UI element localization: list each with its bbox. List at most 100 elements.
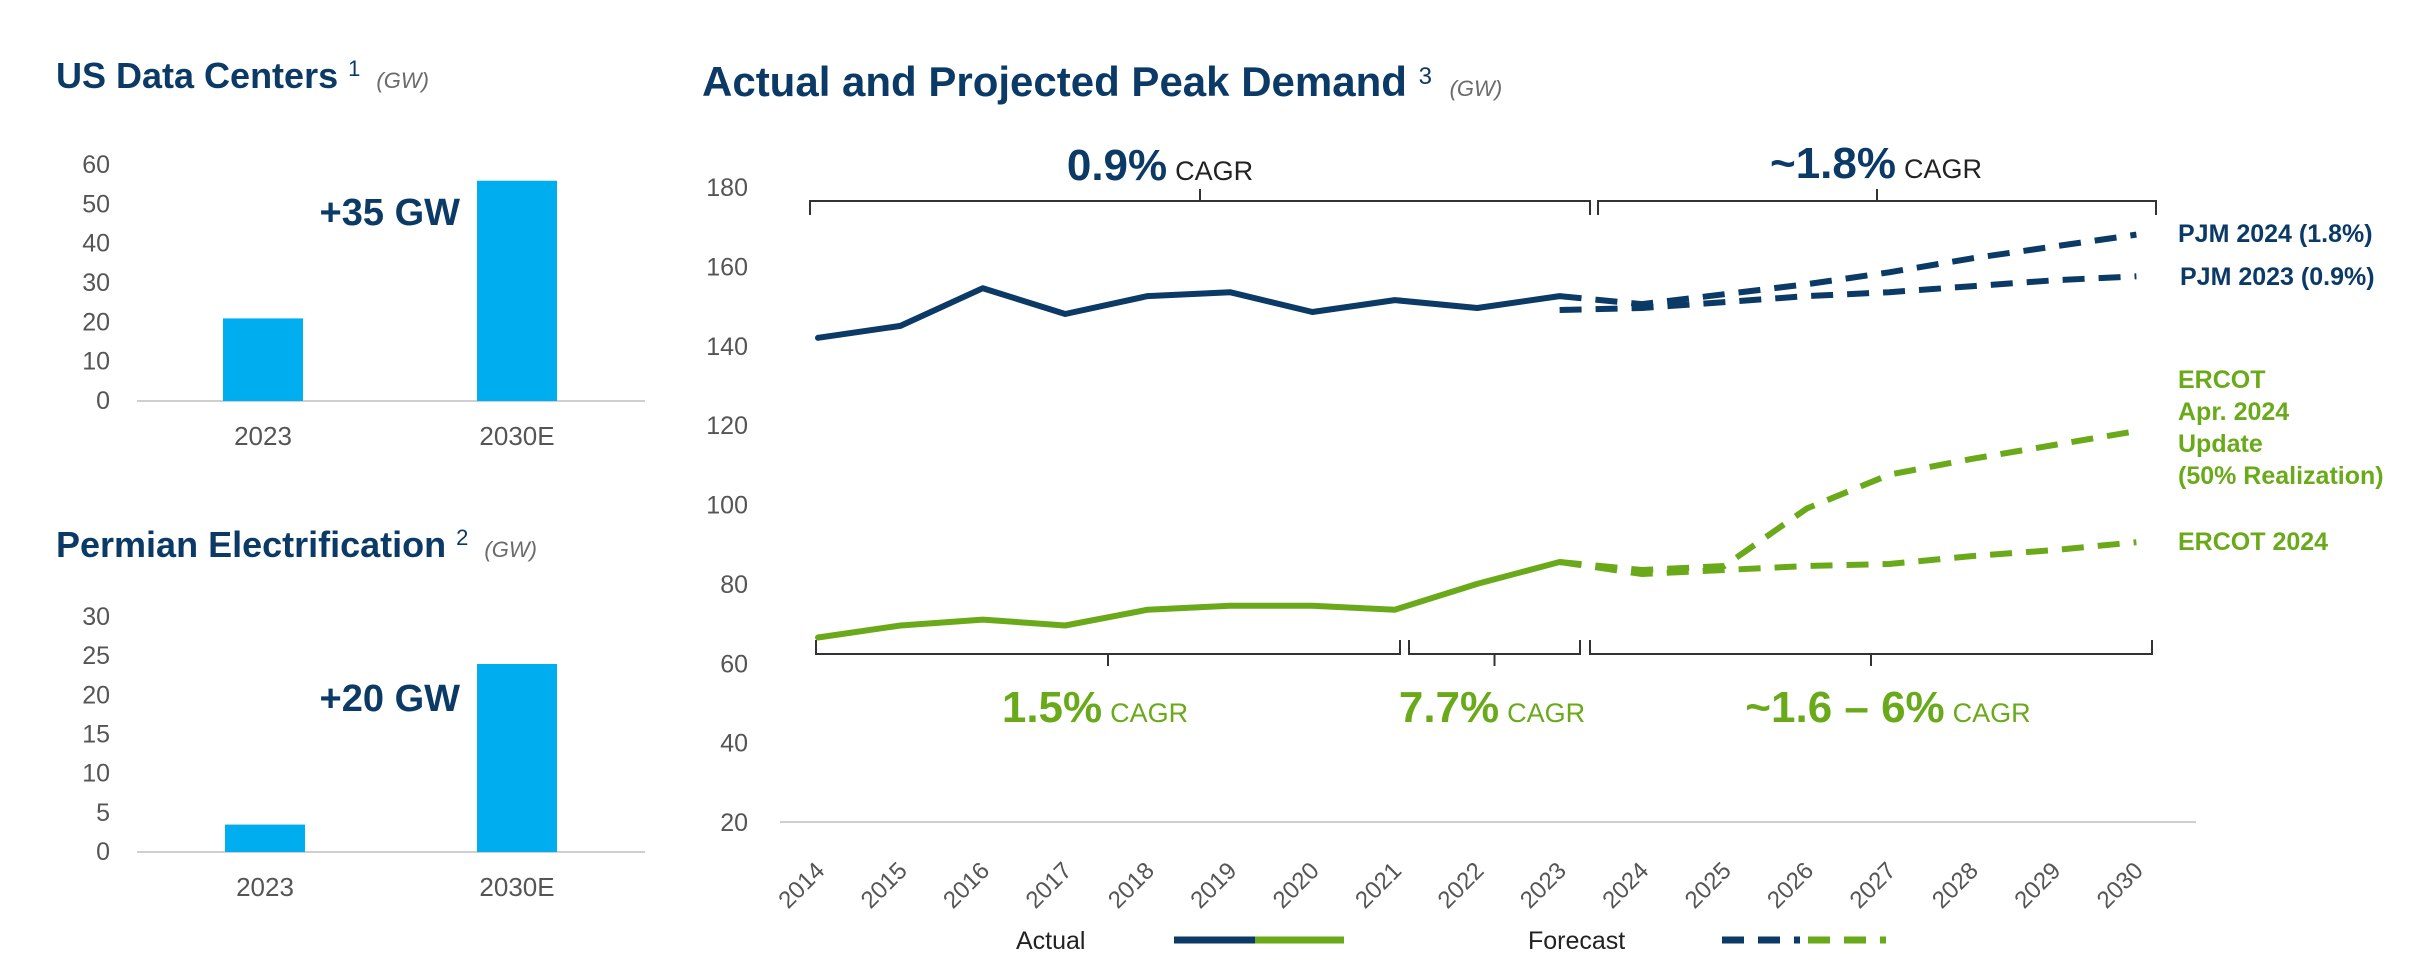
cagr-text: CAGR [1507, 698, 1585, 728]
legend-actual-label: Actual [1016, 927, 1085, 955]
x-tick-label: 2025 [1680, 857, 1737, 914]
series-label: PJM 2023 (0.9%) [2180, 263, 2375, 291]
x-tick-label: 2022 [1433, 857, 1490, 914]
y-tick-label: 0 [96, 387, 110, 415]
y-tick-label: 15 [82, 721, 110, 749]
x-tick-label: 2029 [2009, 857, 2066, 914]
series-line-4 [1559, 428, 2137, 573]
cagr-value: ~1.6 – 6% [1745, 683, 1944, 732]
series-label: Update [2178, 430, 2263, 458]
x-tick-label: 2026 [1762, 857, 1819, 914]
y-tick-label: 25 [82, 642, 110, 670]
series-line-1 [1559, 231, 2137, 308]
svg-text:Actual and Projected Peak Dema: Actual and Projected Peak Demand 3 (GW) [702, 46, 1502, 105]
series-label: ERCOT 2024 [2178, 528, 2328, 556]
cagr-value: ~1.8% [1770, 139, 1896, 188]
y-tick-label: 120 [706, 412, 748, 440]
cagr-value: 0.9% [1067, 141, 1167, 190]
us-data-centers-y-ticks: 0 10 20 30 40 50 60 [82, 151, 110, 415]
y-tick-label: 80 [720, 571, 748, 599]
permian-unit: (GW) [484, 537, 537, 562]
x-tick-label: 2030E [479, 872, 554, 902]
x-tick-label: 2021 [1350, 857, 1407, 914]
series-line-3 [815, 559, 1563, 641]
svg-text:US Data Centers 1: US Data Centers 1 (GW) [56, 43, 429, 96]
cagr-label: ~1.8% CAGR [1770, 139, 1982, 188]
series-line-5 [1559, 539, 2137, 577]
y-tick-label: 30 [82, 603, 110, 631]
bar-2023 [225, 824, 305, 852]
cagr-bracket [815, 640, 1401, 666]
y-tick-label: 60 [82, 151, 110, 179]
y-tick-label: 30 [82, 269, 110, 297]
permian-bars [225, 664, 557, 852]
cagr-bracket [809, 189, 1591, 215]
cagr-label: 1.5% CAGR [1002, 683, 1188, 732]
peak-demand-footnote: 3 [1419, 63, 1432, 90]
us-data-centers-chart: US Data Centers 1 (GW) 0 10 20 30 40 50 60 202… [56, 43, 645, 451]
y-tick-label: 140 [706, 333, 748, 361]
cagr-value: 7.7% [1399, 683, 1499, 732]
x-tick-label: 2030E [479, 421, 554, 451]
x-tick-label: 2020 [1268, 857, 1325, 914]
x-tick-label: 2018 [1103, 857, 1160, 914]
us-data-centers-unit: (GW) [376, 68, 429, 93]
legend-forecast-label: Forecast [1528, 927, 1625, 955]
series-label: PJM 2024 (1.8%) [2178, 220, 2373, 248]
y-tick-label: 160 [706, 253, 748, 281]
permian-annotation: +20 GW [320, 678, 461, 720]
cagr-text: CAGR [1110, 698, 1188, 728]
y-tick-label: 0 [96, 838, 110, 866]
x-tick-label: 2030 [2092, 857, 2149, 914]
x-tick-label: 2015 [856, 857, 913, 914]
peak-demand-x-ticks: 2014 2015 2016 2017 2018 2019 2020 2021 2022 2023… [773, 857, 2148, 914]
permian-title: Permian Electrification [56, 524, 446, 565]
y-tick-label: 20 [720, 809, 748, 837]
y-tick-label: 20 [82, 681, 110, 709]
series-line-0 [815, 285, 1563, 341]
us-data-centers-title: US Data Centers [56, 55, 338, 96]
permian-y-ticks: 0 5 10 15 20 25 30 [82, 603, 110, 866]
peak-demand-y-ticks: 20 40 60 80 100 120 140 160 180 [706, 174, 748, 837]
us-data-centers-bars [223, 180, 557, 401]
bar-2023 [223, 318, 303, 401]
peak-demand-series [815, 231, 2137, 641]
cagr-value: 1.5% [1002, 683, 1102, 732]
permian-footnote: 2 [456, 525, 468, 550]
x-tick-label: 2017 [1021, 857, 1078, 914]
y-tick-label: 5 [96, 799, 110, 827]
cagr-label: ~1.6 – 6% CAGR [1745, 683, 2030, 732]
series-label: ERCOT [2178, 366, 2266, 394]
svg-text:Permian Electrification: Permian Electrification 2 (GW) [56, 512, 537, 565]
x-tick-label: 2028 [1927, 857, 1984, 914]
cagr-text: CAGR [1953, 698, 2031, 728]
series-end-labels: PJM 2024 (1.8%) PJM 2023 (0.9%) ERCOT Apr. … [2178, 220, 2384, 556]
y-tick-label: 50 [82, 190, 110, 218]
peak-demand-unit: (GW) [1450, 76, 1503, 101]
cagr-text: CAGR [1904, 154, 1982, 184]
cagr-text: CAGR [1175, 156, 1253, 186]
x-tick-label: 2024 [1597, 857, 1654, 914]
y-tick-label: 20 [82, 308, 110, 336]
series-label: Apr. 2024 [2178, 398, 2289, 426]
y-tick-label: 60 [720, 650, 748, 678]
x-tick-label: 2019 [1185, 857, 1242, 914]
us-data-centers-footnote: 1 [348, 56, 360, 81]
x-tick-label: 2023 [1515, 857, 1572, 914]
x-tick-label: 2016 [938, 857, 995, 914]
y-tick-label: 40 [82, 230, 110, 258]
bar-2030e [477, 180, 557, 401]
y-tick-label: 40 [720, 730, 748, 758]
peak-demand-title: Actual and Projected Peak Demand [702, 58, 1407, 105]
x-tick-label: 2027 [1845, 857, 1902, 914]
y-tick-label: 100 [706, 492, 748, 520]
x-tick-label: 2023 [234, 421, 292, 451]
x-tick-label: 2014 [773, 857, 830, 914]
cagr-label: 0.9% CAGR [1067, 141, 1253, 190]
legend: Actual Forecast [1016, 927, 1886, 955]
series-line-2 [1559, 273, 2137, 313]
y-tick-label: 10 [82, 760, 110, 788]
permian-x-ticks: 2023 2030E [236, 872, 555, 902]
